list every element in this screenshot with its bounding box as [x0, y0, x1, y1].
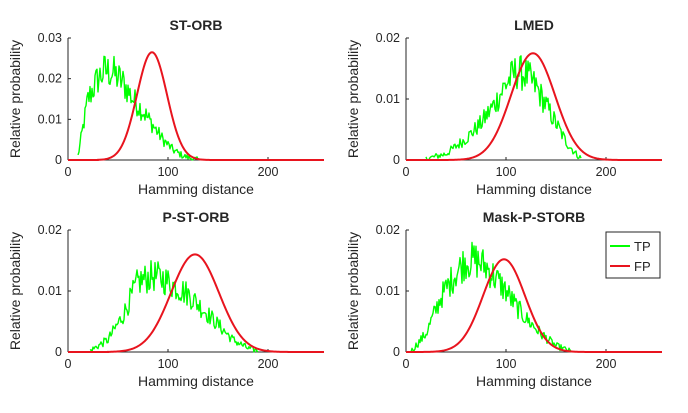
x-tick-label: 100 — [158, 165, 179, 179]
y-tick-label: 0.01 — [38, 112, 62, 126]
x-tick-label: 100 — [158, 357, 179, 371]
series-line-tp — [410, 241, 572, 353]
y-tick-label: 0.01 — [376, 92, 400, 106]
series-line-fp — [406, 258, 662, 353]
x-tick-label: 0 — [403, 165, 410, 179]
x-tick-label: 200 — [596, 165, 617, 179]
x-axis-label: Hamming distance — [138, 181, 254, 197]
y-axis-label: Relative probability — [345, 232, 361, 350]
y-axis-label: Relative probability — [7, 40, 23, 158]
x-tick-label: 200 — [596, 357, 617, 371]
x-tick-label: 0 — [65, 357, 72, 371]
chart-title: ST-ORB — [170, 17, 223, 33]
legend-box — [605, 231, 661, 279]
legend-label-fp: FP — [634, 259, 651, 274]
series-line-tp — [77, 55, 199, 161]
panel-1: 0 100 200 0 0.01 0.02 0.03 ST-ORB Hamming distan… — [7, 17, 324, 197]
series-line-tp — [89, 260, 259, 353]
x-tick-label: 0 — [65, 165, 72, 179]
x-tick-label: 200 — [258, 357, 279, 371]
x-tick-label: 100 — [496, 357, 517, 371]
y-tick-label: 0 — [393, 153, 400, 167]
chart-title: Mask-P-STORB — [483, 209, 585, 225]
panel-4: 0 100 200 0 0.01 0.02 Mask-P-STORB Hamming dist… — [345, 209, 662, 389]
series-line-fp — [68, 253, 324, 353]
panel-3: 0 100 200 0 0.01 0.02 P-ST-ORB Hamming distance… — [7, 209, 324, 389]
chart-title: LMED — [514, 17, 554, 33]
y-tick-label: 0.02 — [376, 223, 400, 237]
y-tick-label: 0.01 — [376, 284, 400, 298]
x-tick-label: 100 — [496, 165, 517, 179]
legend-label-tp: TP — [634, 239, 651, 254]
y-axis-label: Relative probability — [345, 40, 361, 158]
y-tick-label: 0 — [393, 345, 400, 359]
x-axis-label: Hamming distance — [476, 181, 592, 197]
x-axis-label: Hamming distance — [476, 373, 592, 389]
x-tick-label: 0 — [403, 357, 410, 371]
x-axis-label: Hamming distance — [138, 373, 254, 389]
x-tick-label: 200 — [258, 165, 279, 179]
y-tick-label: 0 — [55, 153, 62, 167]
chart-title: P-ST-ORB — [163, 209, 230, 225]
y-axis-label: Relative probability — [7, 232, 23, 350]
y-tick-label: 0.02 — [38, 223, 62, 237]
panel-2: 0 100 200 0 0.01 0.02 LMED Hamming distance Rela… — [345, 17, 662, 197]
y-tick-label: 0.02 — [376, 31, 400, 45]
series-line-fp — [68, 51, 324, 161]
y-tick-label: 0.03 — [38, 31, 62, 45]
series-line-tp — [425, 55, 582, 161]
series-line-fp — [406, 52, 662, 161]
y-tick-label: 0.01 — [38, 284, 62, 298]
y-tick-label: 0.02 — [38, 72, 62, 86]
y-tick-label: 0 — [55, 345, 62, 359]
legend: TP FP — [605, 231, 661, 279]
